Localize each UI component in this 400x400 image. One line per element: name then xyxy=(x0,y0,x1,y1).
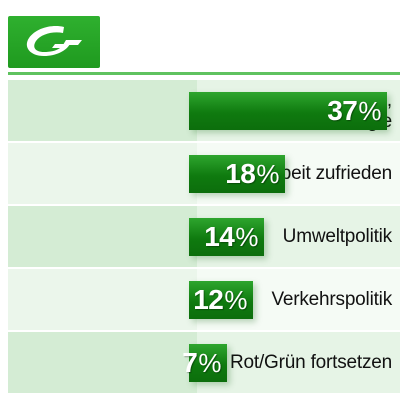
row-value-band xyxy=(197,332,400,393)
bar: 7% xyxy=(182,344,227,382)
chart-row: Umweltpolitik 14% xyxy=(8,206,400,267)
bar-value-label: 7% xyxy=(182,344,221,382)
chart-row: Parteiprogramm,Ideologie37% xyxy=(8,80,400,141)
bar-value-label: 12% xyxy=(193,281,247,319)
row-label-band xyxy=(8,80,197,141)
chart-row: Rot/Grün fortsetzen 7% xyxy=(8,332,400,393)
bar-value-label: 14% xyxy=(204,218,258,256)
chart-row: Verkehrspolitik 12% xyxy=(8,269,400,330)
bar-value-number: 37 xyxy=(327,95,358,126)
header-rule xyxy=(8,72,400,75)
bar-value-number: 7 xyxy=(182,347,198,378)
bar: 12% xyxy=(189,281,253,319)
party-logo-g-icon xyxy=(26,26,82,56)
bar-value-label: 37% xyxy=(327,92,381,130)
bar-value-unit: % xyxy=(256,158,279,189)
bar: 14% xyxy=(189,218,264,256)
category-label: Verkehrspolitik xyxy=(8,269,392,330)
bar-value-unit: % xyxy=(358,95,381,126)
bar-value-unit: % xyxy=(224,284,247,315)
row-label-band xyxy=(8,332,197,393)
category-label-line: Verkehrspolitik xyxy=(271,289,392,310)
bar-value-number: 14 xyxy=(204,221,235,252)
chart-row: mit Arbeit zufrieden 18% xyxy=(8,143,400,204)
row-label-band xyxy=(8,269,197,330)
bar-value-unit: % xyxy=(198,347,221,378)
category-label: Rot/Grün fortsetzen xyxy=(8,332,392,393)
category-label-line: Umweltpolitik xyxy=(282,226,393,247)
row-label-band xyxy=(8,143,197,204)
category-label: Umweltpolitik xyxy=(8,206,393,267)
bar: 37% xyxy=(189,92,387,130)
row-label-band xyxy=(8,206,197,267)
bar-value-label: 18% xyxy=(225,155,279,193)
bar: 18% xyxy=(189,155,285,193)
bar-value-unit: % xyxy=(235,221,258,252)
bar-value-number: 18 xyxy=(225,158,256,189)
bar-value-number: 12 xyxy=(193,284,224,315)
category-label-line: Rot/Grün fortsetzen xyxy=(230,352,392,373)
bar-chart: Parteiprogramm,Ideologie37%mit Arbeit zu… xyxy=(0,78,400,396)
party-logo xyxy=(8,16,100,68)
